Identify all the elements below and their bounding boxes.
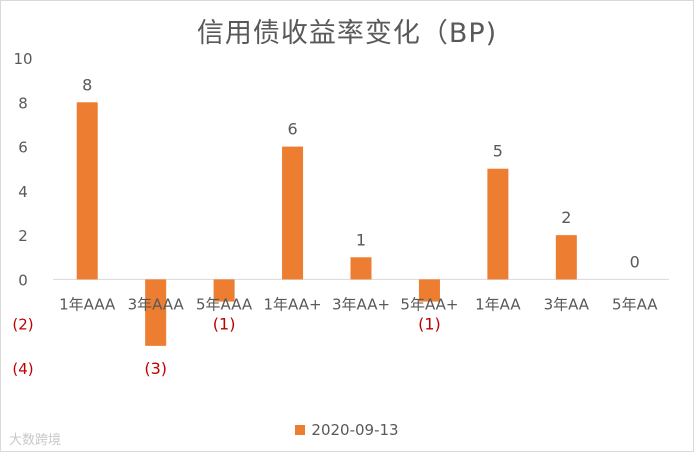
legend-swatch: [295, 425, 306, 435]
y-tick-label: 4: [18, 183, 28, 201]
bar: [213, 279, 235, 302]
x-tick-label: 1年AA+: [264, 295, 322, 313]
data-label: 5: [493, 142, 503, 161]
y-tick-label: (2): [12, 316, 33, 334]
chart-title: 信用债收益率变化（BP): [196, 18, 498, 49]
data-label: 2: [561, 208, 571, 227]
bar: [282, 146, 304, 280]
data-label: (1): [213, 315, 236, 334]
x-tick-label: 1年AAA: [59, 295, 116, 313]
x-tick-label: 3年AAA: [128, 295, 185, 313]
x-tick-label: 1年AA: [475, 295, 521, 313]
y-tick-label: 0: [18, 271, 28, 289]
data-label: 8: [82, 75, 92, 94]
x-tick-label: 5年AA+: [400, 295, 458, 313]
x-tick-label: 5年AAA: [196, 295, 253, 313]
y-tick-label: 8: [18, 94, 28, 112]
legend: 2020-09-13: [1, 421, 693, 439]
data-label: 1: [356, 230, 366, 249]
y-tick-label: 6: [18, 139, 28, 157]
bar: [145, 279, 167, 346]
x-tick-label: 5年AA: [612, 295, 658, 313]
x-tick-label: 3年AA: [544, 295, 590, 313]
data-label: 6: [287, 120, 297, 139]
data-label: (1): [418, 315, 441, 334]
bar: [555, 235, 577, 280]
x-tick-label: 3年AA+: [332, 295, 390, 313]
y-tick-label: 2: [18, 227, 28, 245]
data-label: (3): [144, 359, 167, 378]
legend-label: 2020-09-13: [311, 421, 399, 439]
bar: [487, 168, 509, 280]
bar: [76, 102, 98, 280]
watermark: 大数跨境: [9, 433, 62, 448]
y-tick-label: 10: [13, 50, 32, 68]
bar: [418, 279, 440, 302]
data-label: 0: [630, 252, 640, 271]
y-tick-label: (4): [12, 360, 33, 378]
bar: [350, 257, 372, 280]
